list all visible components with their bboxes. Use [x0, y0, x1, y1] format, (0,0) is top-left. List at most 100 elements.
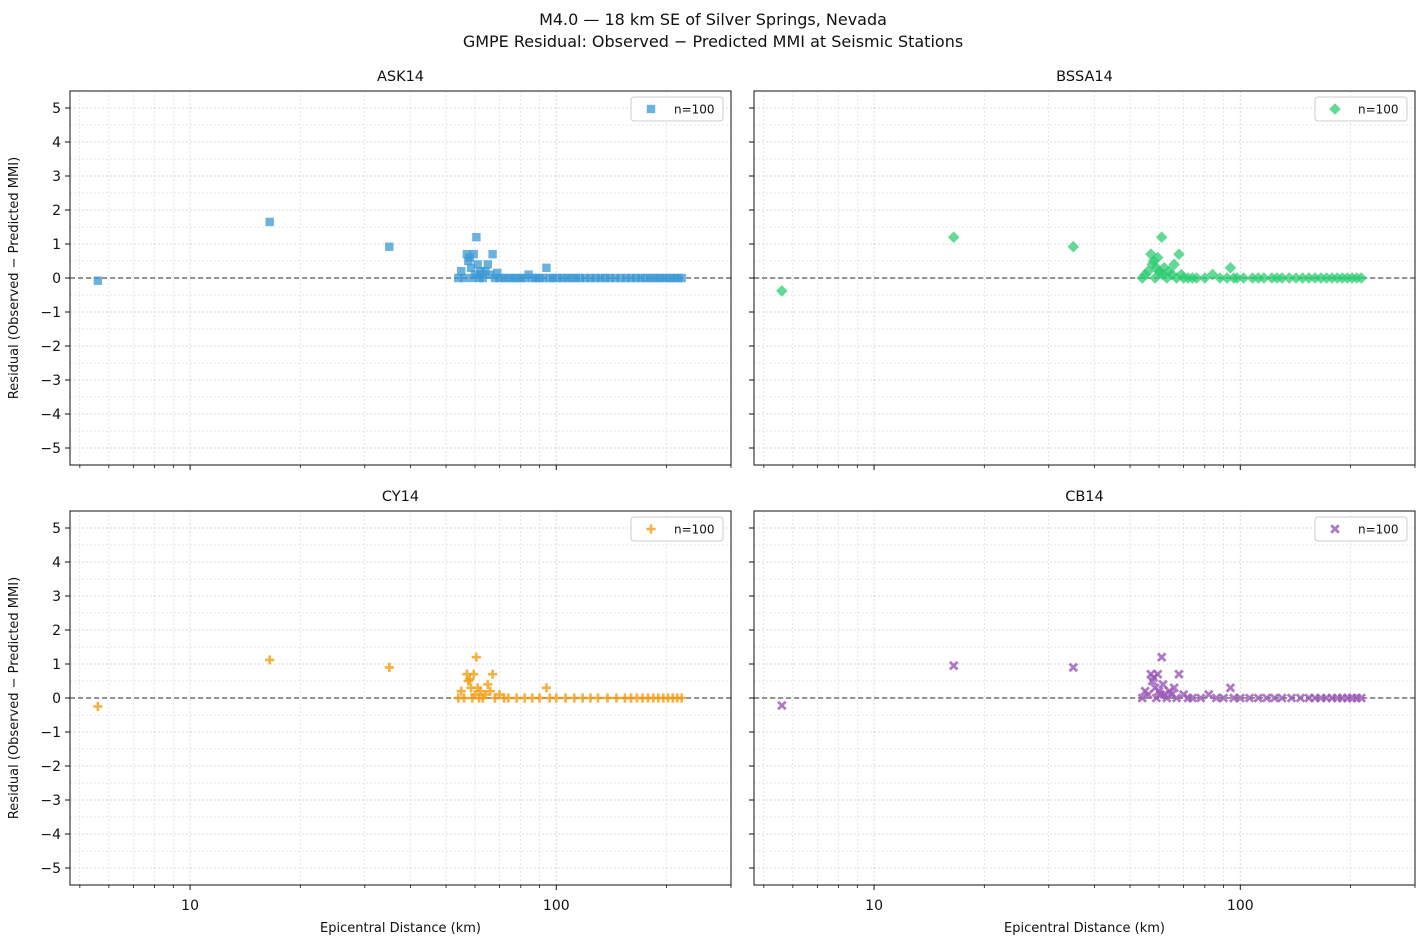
- legend-box: [1314, 516, 1408, 542]
- panel-title: CY14: [382, 489, 419, 505]
- data-point: [503, 693, 513, 703]
- data-point: [649, 273, 659, 283]
- data-point: [93, 276, 103, 285]
- data-point: [641, 273, 650, 283]
- data-point: [456, 267, 466, 276]
- data-point: [459, 273, 469, 283]
- data-point: [558, 273, 567, 283]
- data-point: [562, 273, 572, 283]
- data-point: [1221, 272, 1233, 284]
- data-point: [1152, 669, 1163, 679]
- data-point: [512, 693, 522, 703]
- y-tick-label: 3: [52, 589, 61, 605]
- data-point: [1290, 272, 1302, 284]
- data-point: [560, 693, 571, 703]
- data-point: [1142, 265, 1154, 277]
- legend-marker: [1329, 103, 1341, 115]
- data-point: [1173, 248, 1185, 260]
- x-tick-label: 100: [543, 898, 570, 914]
- data-point: [93, 701, 103, 712]
- panel-ask14: −5 −4 −3 −2 −1 0 1 2 3 4 5 ASK14 Residual (Observed …: [7, 69, 732, 470]
- panel-title: ASK14: [377, 69, 424, 85]
- data-point: [265, 217, 274, 227]
- data-point: [593, 693, 603, 703]
- data-point: [1277, 693, 1287, 703]
- data-point: [483, 679, 493, 689]
- data-point: [948, 660, 959, 671]
- series-points: [777, 652, 1367, 711]
- data-point: [1237, 272, 1250, 284]
- data-point: [1137, 693, 1148, 703]
- data-point: [575, 273, 585, 283]
- legend-marker: [646, 104, 656, 114]
- data-point: [1158, 679, 1168, 690]
- legend-marker: [1330, 524, 1340, 534]
- panel-cb14: 10 100 CB14 Epicentral Distance (km) n=100: [749, 489, 1416, 936]
- figure-title-line1: M4.0 — 18 km SE of Silver Springs, Nevad…: [539, 10, 887, 29]
- figure-title-line2: GMPE Residual: Observed − Predicted MMI …: [463, 32, 963, 51]
- data-point: [459, 693, 469, 703]
- x-tick-label: 10: [181, 898, 199, 914]
- data-point: [1295, 693, 1306, 703]
- data-point: [600, 273, 610, 283]
- legend-box: [1314, 96, 1408, 122]
- data-point: [385, 242, 394, 251]
- data-point: [456, 686, 466, 696]
- data-point: [677, 273, 686, 283]
- data-point: [1296, 272, 1309, 284]
- data-point: [1156, 652, 1167, 662]
- data-point: [677, 693, 687, 703]
- data-point: [1231, 272, 1243, 284]
- y-tick-label: −5: [40, 861, 61, 877]
- y-tick-label: −4: [40, 407, 61, 423]
- data-point: [776, 285, 788, 297]
- data-point: [1171, 693, 1182, 703]
- data-point: [534, 693, 545, 703]
- data-point: [485, 270, 495, 279]
- x-axis-label: Epicentral Distance (km): [1004, 921, 1165, 936]
- y-tick-label: −3: [40, 373, 61, 389]
- data-point: [495, 273, 504, 283]
- data-point: [490, 693, 500, 703]
- data-point: [626, 273, 636, 283]
- data-point: [586, 273, 595, 283]
- data-point: [487, 669, 498, 679]
- data-point: [581, 273, 590, 283]
- y-tick-label: 4: [52, 555, 61, 571]
- data-point: [591, 273, 600, 283]
- legend-marker: [646, 524, 656, 534]
- data-point: [473, 260, 482, 269]
- data-point: [481, 267, 490, 276]
- y-tick-label: 5: [52, 101, 61, 117]
- data-point: [1203, 689, 1214, 700]
- data-point: [596, 273, 605, 283]
- data-point: [1145, 248, 1157, 260]
- data-point: [548, 273, 558, 283]
- y-tick-label: −2: [40, 759, 61, 775]
- data-point: [504, 273, 513, 283]
- data-point: [1143, 689, 1153, 700]
- data-point: [469, 250, 478, 259]
- data-point: [478, 273, 487, 283]
- series-points: [93, 652, 687, 712]
- data-point: [645, 273, 654, 283]
- data-point: [1187, 693, 1198, 703]
- data-point: [384, 662, 394, 672]
- data-point: [551, 693, 561, 703]
- data-point: [485, 686, 495, 696]
- data-point: [1218, 693, 1229, 703]
- data-point: [542, 263, 551, 272]
- data-point: [1286, 693, 1297, 703]
- x-tick-label: 100: [1227, 898, 1254, 914]
- panel-title: CB14: [1065, 489, 1104, 505]
- data-point: [1169, 683, 1179, 693]
- y-tick-label: 3: [52, 169, 61, 185]
- data-point: [1355, 272, 1368, 284]
- data-point: [488, 250, 497, 259]
- data-point: [777, 700, 787, 711]
- panel-title: BSSA14: [1056, 69, 1113, 85]
- y-tick-label: 1: [52, 237, 61, 253]
- y-tick-label: 4: [52, 135, 61, 151]
- y-tick-label: −4: [40, 827, 61, 843]
- y-tick-label: −1: [40, 305, 61, 321]
